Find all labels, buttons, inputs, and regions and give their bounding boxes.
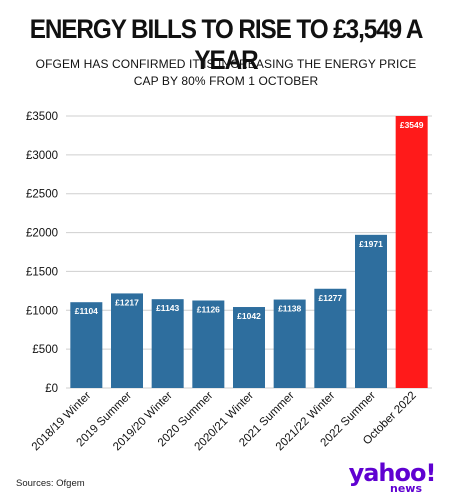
chart-title: ENERGY BILLS TO RISE TO £3,549 A YEAR (29, 14, 424, 75)
data-label: £1138 (278, 304, 301, 314)
data-label: £3549 (400, 120, 424, 130)
bar (192, 300, 225, 388)
y-tick-label: £2000 (26, 228, 58, 240)
y-tick-label: £500 (32, 344, 58, 356)
y-tick-label: £1500 (26, 266, 58, 278)
logo-subtext: news (389, 482, 422, 495)
bar (70, 302, 103, 388)
data-label: £1104 (75, 306, 98, 316)
chart-subtitle: OFGEM HAS CONFIRMED IT IS INCREASING THE… (35, 57, 417, 88)
data-label: £1042 (237, 311, 261, 321)
data-label: £1277 (319, 293, 343, 303)
logo-wordmark: yahoo! (348, 459, 437, 487)
bar (395, 116, 428, 388)
data-label: £1971 (359, 239, 383, 249)
bar (111, 293, 143, 388)
y-tick-label: £3500 (26, 111, 58, 123)
bar (273, 299, 306, 388)
data-label: £1217 (115, 297, 139, 307)
bar (151, 299, 184, 388)
yahoo-news-logo: yahoo! news (342, 459, 442, 495)
y-tick-label: £2500 (26, 189, 58, 201)
y-tick-label: £3000 (26, 150, 58, 162)
source-note: Sources: Ofgem (16, 478, 85, 489)
bar (314, 288, 347, 388)
y-tick-label: £0 (45, 383, 58, 395)
bar (233, 307, 265, 388)
y-tick-label: £1000 (26, 305, 58, 317)
bar (355, 234, 387, 388)
data-label: £1126 (197, 304, 220, 314)
data-label: £1143 (156, 303, 179, 313)
